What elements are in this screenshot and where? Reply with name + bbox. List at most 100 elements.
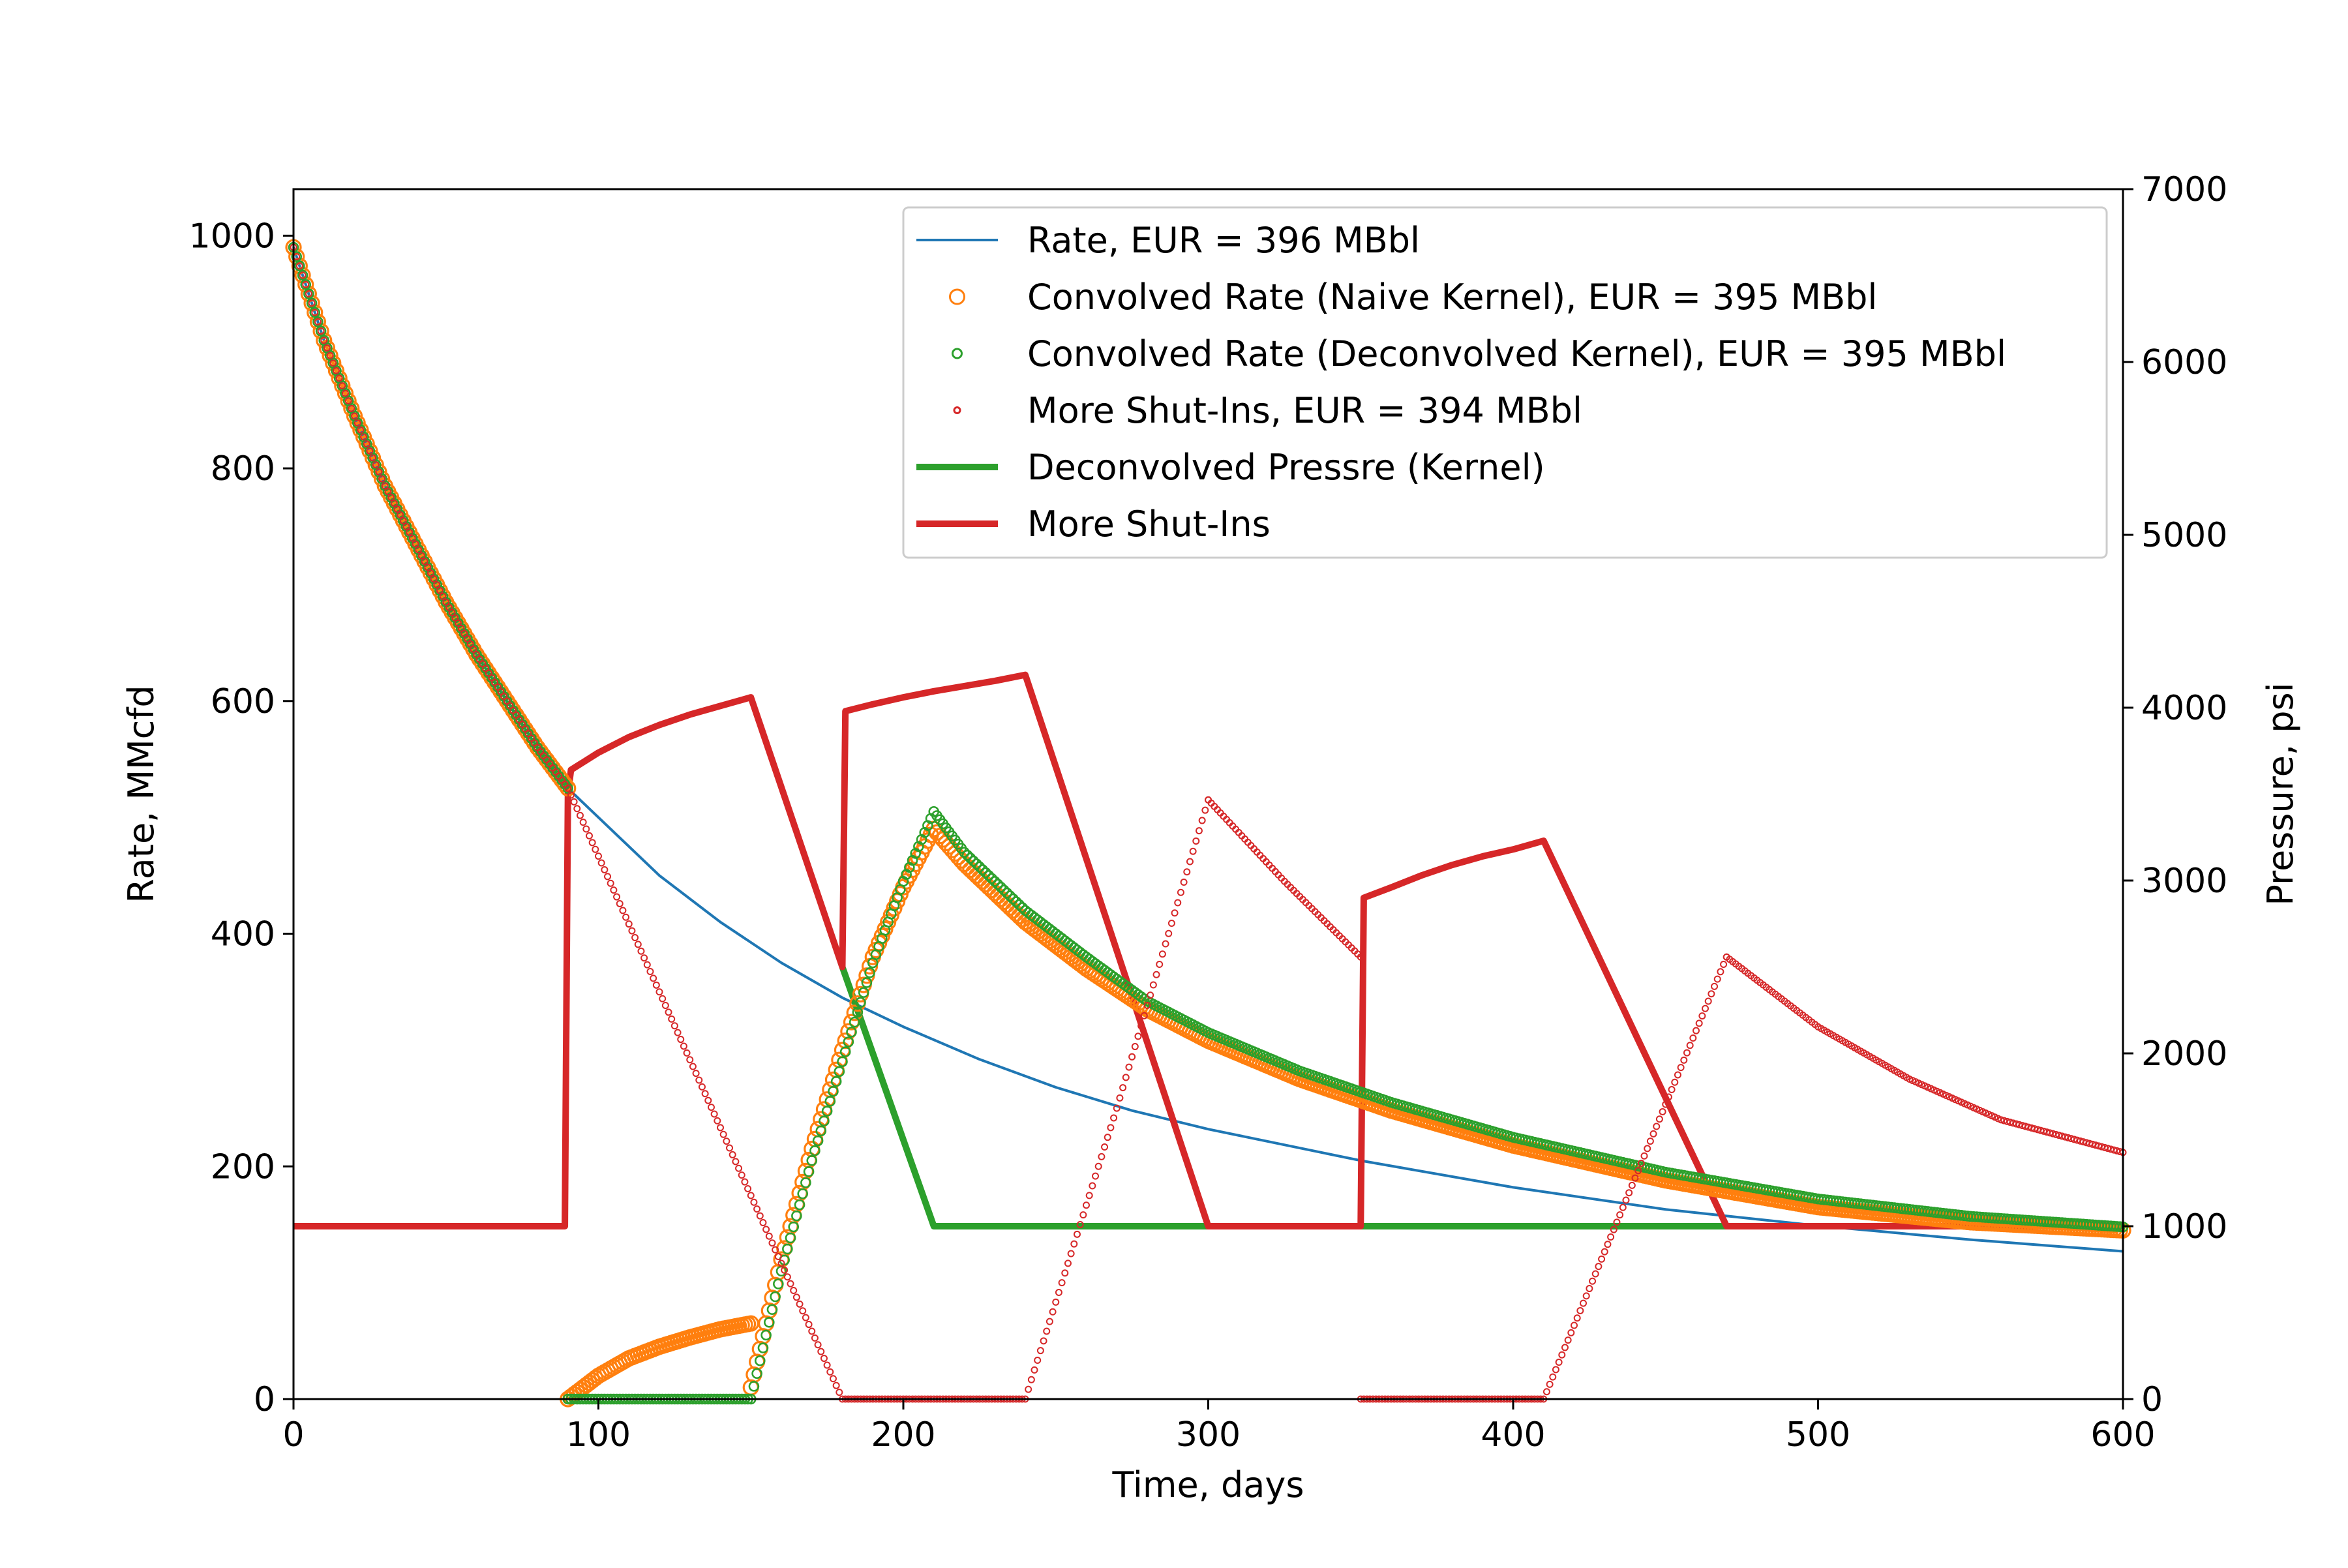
series-point-3 [308,299,316,307]
series-point-3 [790,1287,798,1295]
series-point-2 [770,1291,781,1303]
x-tick-label: 300 [1176,1415,1241,1455]
series-point-2 [983,870,995,881]
series-point-3 [1107,1124,1115,1132]
series-point-3 [1094,1162,1102,1170]
y-left-tick-label: 200 [211,1147,275,1186]
series-point-2 [855,997,866,1008]
series-point-3 [619,907,627,914]
series-point-3 [805,1321,813,1329]
series-point-3 [1098,1153,1106,1160]
series-point-3 [1040,1337,1047,1345]
series-point-2 [309,307,321,318]
series-point-3 [466,640,474,648]
series-point-3 [759,1218,767,1226]
series-point-3 [448,609,456,616]
series-point-3 [579,819,587,826]
series-point-3 [1591,1270,1599,1278]
series-point-3 [406,528,414,536]
series-point-3 [1571,1321,1578,1329]
series-point-3 [1659,1108,1666,1115]
series-point-3 [1634,1167,1642,1175]
series-point-3 [777,1259,785,1267]
series-point-3 [1655,1115,1663,1123]
series-point-3 [430,575,438,583]
series-point-2 [766,1304,778,1315]
series-point-2 [968,855,979,867]
series-point-3 [753,1205,761,1213]
series-point-3 [1089,1182,1096,1190]
series-point-3 [1171,909,1179,917]
series-point-3 [1628,1181,1636,1189]
series-point-3 [360,433,368,441]
series-point-3 [774,1253,782,1261]
series-point-3 [1128,1053,1136,1061]
series-point-3 [390,500,398,507]
series-point-3 [1607,1233,1615,1241]
series-point-3 [1671,1078,1679,1086]
series-point-2 [837,1056,848,1068]
series-point-3 [1092,1172,1100,1180]
series-point-3 [1162,940,1169,948]
series-point-2 [757,1342,769,1353]
series-point-2 [819,1115,830,1127]
series-point-3 [1567,1329,1575,1336]
series-point-3 [631,933,639,941]
series-point-3 [1619,1203,1627,1211]
series-point-2 [800,1177,811,1188]
series-point-2 [300,279,312,290]
series-point-3 [1564,1336,1572,1344]
y-right-tick-label: 1000 [2141,1207,2227,1246]
x-tick-label: 200 [871,1415,935,1455]
series-point-3 [399,517,407,524]
series-point-3 [1147,991,1154,999]
series-point-3 [1158,950,1166,958]
series-point-3 [735,1164,743,1172]
series-point-3 [582,825,590,833]
series-point-3 [1049,1308,1057,1316]
series-point-2 [803,1166,815,1177]
legend-label: More Shut-Ins [1027,504,1271,545]
x-tick-label: 0 [282,1415,304,1455]
series-point-3 [1357,953,1364,961]
series-point-3 [1668,1086,1676,1094]
series-point-3 [1662,1100,1670,1108]
series-point-2 [751,1368,762,1380]
series-point-3 [1646,1138,1654,1145]
series-point-3 [756,1212,764,1220]
series-point-1 [309,313,326,330]
series-point-3 [369,454,377,462]
series-point-3 [1558,1351,1566,1359]
series-point-3 [1631,1174,1639,1182]
series-point-2 [1001,887,1013,899]
series-point-3 [348,404,355,412]
series-point-3 [744,1184,752,1192]
series-point-3 [1119,1084,1127,1092]
series-point-3 [1122,1074,1130,1081]
series-point-2 [760,1329,772,1341]
series-point-3 [1174,899,1182,907]
series-point-3 [747,1192,755,1199]
series-point-3 [354,419,361,427]
series-point-3 [320,337,328,344]
series-point-3 [808,1327,816,1335]
y-right-tick-label: 4000 [2141,689,2227,728]
series-point-3 [1610,1226,1618,1233]
series-point-3 [692,1070,700,1078]
series-point-2 [315,325,327,337]
series-point-3 [1573,1314,1581,1322]
series-point-1 [297,276,314,293]
series-point-3 [820,1355,828,1363]
series-point-3 [750,1198,758,1206]
series-point-2 [306,297,318,309]
series-point-2 [864,967,875,978]
series-point-3 [1180,878,1188,886]
series-point-3 [799,1307,807,1315]
series-point-3 [683,1049,691,1057]
series-point-1 [300,285,317,303]
series-point-3 [332,367,340,374]
series-point-2 [791,1210,802,1222]
series-point-3 [424,564,432,571]
series-point-1 [294,267,311,284]
